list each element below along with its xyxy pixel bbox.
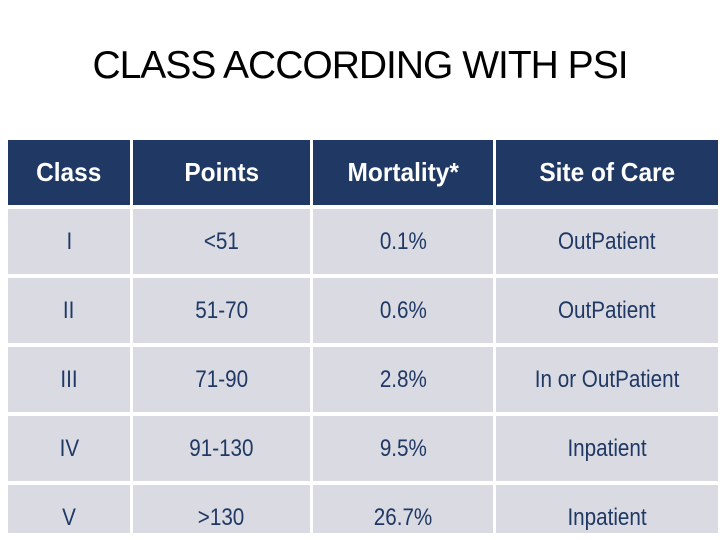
cell-row1-site-of-care: OutPatient	[496, 209, 718, 274]
cell-text: III	[60, 365, 78, 393]
cell-text: In or OutPatient	[534, 365, 680, 393]
cell-row4-site-of-care: Inpatient	[496, 416, 718, 481]
cell-row1-mortality: 0.1%	[313, 209, 493, 274]
cell-row3-class: III	[8, 347, 130, 412]
cell-row1-class: I	[8, 209, 130, 274]
cell-text: 26.7%	[373, 503, 433, 531]
cell-text: <51	[203, 227, 240, 255]
cell-text: Inpatient	[567, 434, 647, 462]
col-header-mortality: Mortality*	[313, 140, 493, 205]
cell-row4-points: 91-130	[133, 416, 310, 481]
cell-row1-points: <51	[133, 209, 310, 274]
col-header-mortality-text: Mortality*	[347, 157, 459, 187]
cell-row3-points: 71-90	[133, 347, 310, 412]
col-header-points-text: Points	[184, 157, 259, 187]
cell-row3-mortality: 2.8%	[313, 347, 493, 412]
cell-row4-mortality: 9.5%	[313, 416, 493, 481]
cell-row2-mortality: 0.6%	[313, 278, 493, 343]
cell-row3-site-of-care: In or OutPatient	[496, 347, 718, 412]
cell-text: 2.8%	[379, 365, 427, 393]
cell-row4-class: IV	[8, 416, 130, 481]
cell-text: 0.6%	[379, 296, 427, 324]
cell-row2-site-of-care: OutPatient	[496, 278, 718, 343]
psi-table: Class Points Mortality* Site of Care I <…	[8, 140, 718, 533]
cell-text: 9.5%	[379, 434, 427, 462]
col-header-points: Points	[133, 140, 310, 205]
cell-text: Inpatient	[567, 503, 647, 531]
cell-row2-class: II	[8, 278, 130, 343]
col-header-class-text: Class	[36, 157, 102, 187]
cell-text: 91-130	[189, 434, 254, 462]
cell-text: II	[63, 296, 75, 324]
col-header-class: Class	[8, 140, 130, 205]
slide-title: CLASS ACCORDING WITH PSI	[92, 44, 628, 87]
col-header-site-of-care: Site of Care	[496, 140, 718, 205]
cell-text: V	[62, 503, 76, 531]
cell-text: >130	[198, 503, 245, 531]
cell-text: 71-90	[195, 365, 248, 393]
cell-row5-site-of-care: Inpatient	[496, 485, 718, 533]
cell-row2-points: 51-70	[133, 278, 310, 343]
cell-row5-mortality: 26.7%	[313, 485, 493, 533]
cell-text: OutPatient	[558, 296, 656, 324]
cell-text: I	[66, 227, 72, 255]
cell-text: 51-70	[195, 296, 248, 324]
cell-text: IV	[59, 434, 79, 462]
cell-row5-class: V	[8, 485, 130, 533]
col-header-site-of-care-text: Site of Care	[539, 157, 675, 187]
cell-text: 0.1%	[379, 227, 427, 255]
cell-text: OutPatient	[558, 227, 656, 255]
cell-row5-points: >130	[133, 485, 310, 533]
